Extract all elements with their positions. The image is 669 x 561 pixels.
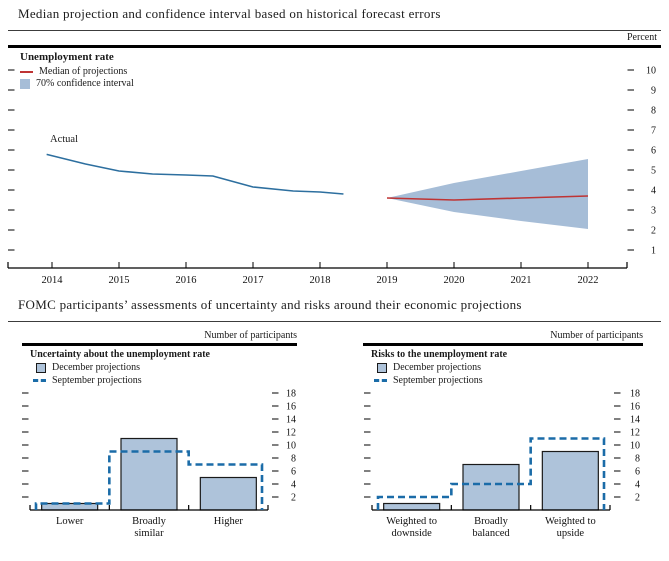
svg-text:Broadly: Broadly xyxy=(474,516,509,527)
svg-text:Broadly: Broadly xyxy=(132,516,167,527)
svg-text:similar: similar xyxy=(134,528,164,539)
svg-text:8: 8 xyxy=(635,454,640,465)
median-line-swatch xyxy=(20,70,33,73)
section-divider xyxy=(8,321,661,322)
september-dashed-swatch xyxy=(374,379,387,382)
risks-panel-top-rule xyxy=(363,343,643,346)
svg-text:8: 8 xyxy=(291,454,296,465)
svg-text:2015: 2015 xyxy=(109,275,130,286)
svg-text:3: 3 xyxy=(651,206,656,217)
median-line xyxy=(386,195,589,201)
svg-text:10: 10 xyxy=(630,441,640,452)
svg-text:16: 16 xyxy=(286,402,296,413)
svg-text:Weighted to: Weighted to xyxy=(545,516,596,527)
participants-axis-label-right: Number of participants xyxy=(550,330,643,341)
svg-text:16: 16 xyxy=(630,402,640,413)
uncertainty-panel-top-rule xyxy=(22,343,297,346)
svg-text:6: 6 xyxy=(291,467,296,478)
uncertainty-panel-title: Uncertainty about the unemployment rate xyxy=(30,349,210,360)
svg-text:downside: downside xyxy=(392,528,433,539)
svg-text:2: 2 xyxy=(635,493,640,504)
svg-text:10: 10 xyxy=(646,66,656,77)
svg-text:8: 8 xyxy=(651,106,656,117)
svg-text:2: 2 xyxy=(651,226,656,237)
svg-text:4: 4 xyxy=(635,480,640,491)
december-bar xyxy=(383,502,441,511)
svg-text:2016: 2016 xyxy=(176,275,197,286)
svg-text:Weighted to: Weighted to xyxy=(386,516,437,527)
september-step-line xyxy=(34,450,264,510)
svg-text:10: 10 xyxy=(286,441,296,452)
svg-text:9: 9 xyxy=(651,86,656,97)
svg-text:12: 12 xyxy=(286,428,296,439)
svg-text:6: 6 xyxy=(651,146,656,157)
september-dashed-swatch xyxy=(33,379,46,382)
fan-legend-ci: 70% confidence interval xyxy=(20,78,134,89)
svg-text:2020: 2020 xyxy=(444,275,465,286)
svg-text:2021: 2021 xyxy=(511,275,532,286)
svg-text:6: 6 xyxy=(635,467,640,478)
fan-legend-median-label: Median of projections xyxy=(39,66,128,77)
svg-text:14: 14 xyxy=(630,415,640,426)
svg-text:Lower: Lower xyxy=(56,516,84,527)
svg-text:2022: 2022 xyxy=(578,275,599,286)
bar-charts-section-title: FOMC participants’ assessments of uncert… xyxy=(18,297,522,312)
svg-text:4: 4 xyxy=(651,186,656,197)
december-bar xyxy=(120,437,178,511)
fan-legend-ci-label: 70% confidence interval xyxy=(36,78,134,89)
svg-text:Higher: Higher xyxy=(214,516,244,527)
december-bar-swatch xyxy=(377,362,387,373)
fan-legend-median: Median of projections xyxy=(20,66,127,77)
participants-axis-label-left: Number of participants xyxy=(204,330,297,341)
svg-text:1: 1 xyxy=(651,246,656,257)
uncertainty-legend-december: December projections xyxy=(36,362,140,373)
svg-text:18: 18 xyxy=(286,389,296,400)
fan-chart-title: Unemployment rate xyxy=(20,51,114,63)
confidence-band xyxy=(387,159,588,229)
december-bar xyxy=(541,450,599,511)
svg-text:4: 4 xyxy=(291,480,296,491)
svg-text:2014: 2014 xyxy=(42,275,64,286)
svg-text:5: 5 xyxy=(651,166,656,177)
svg-text:2: 2 xyxy=(291,493,296,504)
confidence-band-swatch xyxy=(20,78,30,89)
risks-legend-september-label: September projections xyxy=(393,375,483,386)
fan-chart: 1 2 3 4 5 6 7 8 9 10 2014 2015 2016 2017 2018 2019 2020 2… xyxy=(7,66,656,286)
december-bar-swatch xyxy=(36,362,46,373)
svg-text:upside: upside xyxy=(557,528,585,539)
december-bar xyxy=(462,463,520,511)
fan-chart-top-rule xyxy=(8,45,661,48)
uncertainty-legend-september-label: September projections xyxy=(52,375,142,386)
svg-text:14: 14 xyxy=(286,415,296,426)
fan-chart-section-title: Median projection and confidence interva… xyxy=(18,6,441,21)
svg-text:2018: 2018 xyxy=(310,275,331,286)
uncertainty-legend-december-label: December projections xyxy=(52,362,141,373)
percent-axis-label: Percent xyxy=(627,32,657,43)
risks-legend-december-label: December projections xyxy=(393,362,482,373)
svg-text:2017: 2017 xyxy=(243,275,264,286)
actual-line xyxy=(46,153,344,195)
uncertainty-legend-september: September projections xyxy=(33,375,142,386)
svg-text:7: 7 xyxy=(651,126,656,137)
svg-text:18: 18 xyxy=(630,389,640,400)
risks-legend-december: December projections xyxy=(377,362,481,373)
december-bar xyxy=(199,476,257,511)
september-step-line xyxy=(376,437,606,510)
svg-text:12: 12 xyxy=(630,428,640,439)
svg-text:2019: 2019 xyxy=(377,275,398,286)
risks-legend-september: September projections xyxy=(374,375,483,386)
actual-series-label: Actual xyxy=(50,134,78,145)
risks-panel-title: Risks to the unemployment rate xyxy=(371,349,508,360)
svg-text:balanced: balanced xyxy=(472,528,510,539)
section-divider xyxy=(8,30,661,31)
